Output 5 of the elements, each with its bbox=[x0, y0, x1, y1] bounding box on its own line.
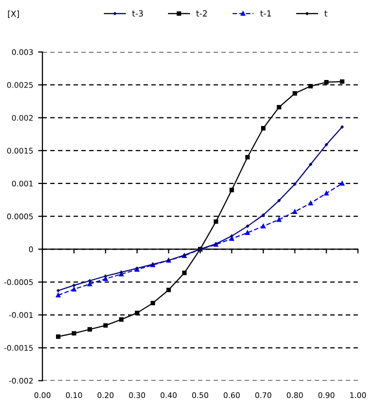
legend-label: t-2 bbox=[196, 10, 207, 16]
legend-label: t-3 bbox=[132, 10, 143, 17]
legend-label: t bbox=[324, 10, 328, 16]
y-axis-title: [X] bbox=[8, 10, 19, 18]
legend-label: t-1 bbox=[260, 10, 271, 16]
